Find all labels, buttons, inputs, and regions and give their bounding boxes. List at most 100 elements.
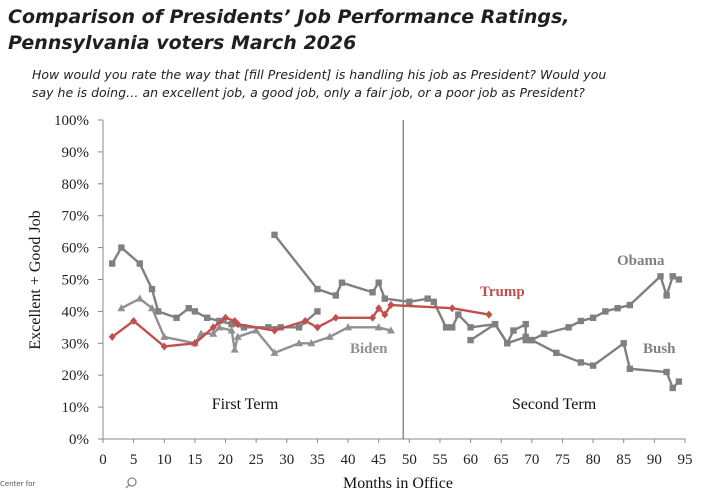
biden-point [374,323,383,331]
biden-point [252,326,261,334]
obama-point [455,311,462,318]
biden-point [117,304,126,312]
trump-point [375,304,383,313]
obama-point [271,231,278,239]
x-tick-label: 90 [647,452,662,468]
obama-point [216,317,223,325]
title-line-1: Comparison of Presidents’ Job Performanc… [8,6,570,28]
obama-point [277,324,284,331]
biden-point [160,332,169,340]
obama-point [314,285,321,293]
x-tick-label: 85 [616,452,631,468]
x-tick-label: 5 [130,452,138,468]
search-icon [125,477,137,489]
trump-point [301,316,309,325]
biden-point [215,323,224,331]
biden-point [227,326,236,334]
obama-point [430,298,438,306]
y-tick-label: 90% [62,145,90,161]
source-footer: Center for [0,480,36,488]
bush-point [675,378,683,385]
obama-point [614,305,621,312]
obama-point [148,285,156,293]
bush-point [663,368,670,376]
trump-point [130,316,138,325]
biden-point [307,339,316,347]
obama-point [442,324,450,331]
second-term-label: Second Term [512,396,597,413]
bush-point [504,340,511,347]
obama-line [273,234,680,345]
labels-layer: Excellent + Good Job Months in Office Fi… [27,210,676,490]
obama-point [332,292,339,299]
biden-point [295,339,304,347]
y-tick-label: 40% [62,304,90,320]
y-tick-label: 30% [62,336,90,352]
trump-point [369,313,377,322]
biden-point [209,329,218,337]
trump-series [108,301,493,351]
title-line-2: Pennsylvania voters March 2026 [8,32,357,54]
x-tick-label: 55 [432,452,447,468]
y-axis-label: Excellent + Good Job [27,210,44,349]
x-tick-label: 70 [524,452,539,468]
obama-point [467,324,474,331]
x-tick-label: 0 [99,452,107,468]
obama-point [338,279,346,286]
x-tick-label: 75 [555,452,570,468]
biden-point [270,348,279,356]
obama-point [510,327,517,334]
trump-point [108,332,116,341]
biden-point [230,345,239,353]
first-term-label: First Term [212,396,279,413]
trump-point [448,304,456,313]
x-tick-label: 40 [341,452,356,468]
obama-point [314,308,321,315]
x-tick-label: 20 [218,452,233,468]
obama-label: Obama [617,253,665,269]
trump-point [387,301,395,310]
trump-point [271,326,279,335]
series-layer [108,231,683,392]
bush-point [620,340,627,347]
x-axis-label: Months in Office [343,475,453,490]
chart-title: Comparison of Presidents’ Job Performanc… [8,4,608,56]
obama-point [265,324,272,331]
obama-point [540,330,548,337]
bush-point [553,349,560,357]
obama-line [111,246,319,329]
obama-point [375,279,382,286]
y-tick-label: 100% [54,113,89,129]
bush-point [626,365,634,373]
x-tick-label: 65 [494,452,509,468]
x-tick-label: 60 [463,452,478,468]
biden-point [233,332,242,340]
obama-point [295,324,303,331]
obama-point [228,320,235,328]
obama-point [203,314,211,321]
obama-point [424,295,431,302]
y-tick-label: 80% [62,177,90,193]
obama-point [154,308,162,315]
x-tick-label: 30 [279,452,294,468]
obama-point [191,308,199,315]
x-tick-label: 80 [586,452,601,468]
obama-point [406,298,413,306]
trump-point [381,310,389,319]
obama-point [118,244,125,251]
y-tick-label: 60% [62,241,90,257]
obama-point [369,289,376,296]
obama-point [522,320,529,328]
bush-point [669,384,676,392]
obama-point [136,260,143,267]
biden-point [386,326,395,334]
trump-label: Trump [480,284,525,300]
x-tick-label: 15 [187,452,202,468]
trump-point [222,313,230,322]
question-line-1: How would you rate the way that [fill Pr… [32,67,607,82]
trump-point [313,323,321,332]
bush-point [522,333,529,341]
y-tick-label: 0% [69,432,89,448]
trump-point [234,320,242,329]
biden-label: Biden [350,341,388,357]
